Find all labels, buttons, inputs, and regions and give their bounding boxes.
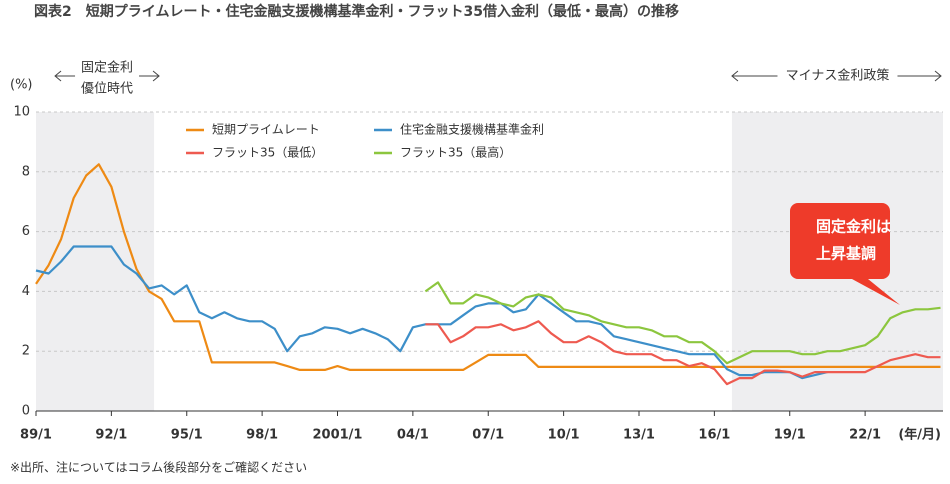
x-tick-label: 89/1	[20, 428, 52, 443]
footnote: ※出所、注についてはコラム後段部分をご確認ください	[10, 460, 307, 475]
y-tick-label: 6	[22, 224, 30, 239]
y-tick-label: 10	[13, 105, 30, 120]
arrow	[731, 70, 778, 82]
series-line	[425, 320, 941, 386]
range-label: 固定金利	[81, 60, 133, 76]
legend-label: フラット35（最高）	[400, 145, 511, 160]
series-line	[424, 281, 941, 365]
arrow	[139, 70, 160, 82]
x-axis-label: (年/月)	[898, 427, 941, 443]
x-tick-label: 10/1	[548, 428, 580, 443]
legend-label: フラット35（最低）	[212, 146, 323, 160]
series-line	[35, 245, 828, 380]
y-axis-label: (%)	[10, 78, 33, 93]
legend-label: 住宅金融支援機構基準金利	[400, 122, 544, 137]
x-tick-label: 07/1	[472, 428, 504, 443]
y-tick-label: 8	[22, 164, 30, 179]
chart-title: 図表2 短期プライムレート・住宅金融支援機構基準金利・フラット35借入金利（最低…	[34, 3, 679, 20]
series-line	[35, 163, 941, 371]
x-tick-label: 95/1	[171, 428, 203, 443]
y-tick-label: 2	[22, 344, 30, 359]
arrow	[54, 70, 76, 82]
legend-label: 短期プライムレート	[212, 123, 320, 137]
callout-text: 固定金利は	[816, 218, 891, 236]
x-tick-label: 2001/1	[313, 428, 363, 443]
arrow	[897, 70, 942, 82]
shaded-range	[36, 112, 155, 411]
range-label: マイナス金利政策	[786, 68, 890, 84]
callout-box	[790, 203, 900, 305]
x-tick-label: 22/1	[849, 428, 881, 443]
callout-text: 上昇基調	[816, 245, 876, 263]
x-tick-label: 19/1	[774, 428, 806, 443]
x-tick-label: 04/1	[397, 428, 429, 443]
x-tick-label: 16/1	[698, 428, 730, 443]
y-tick-label: 4	[22, 284, 30, 299]
range-label: 優位時代	[81, 82, 133, 97]
x-tick-label: 13/1	[623, 428, 655, 443]
x-tick-label: 92/1	[95, 428, 127, 443]
y-tick-label: 0	[22, 404, 30, 419]
x-tick-label: 98/1	[246, 428, 278, 443]
